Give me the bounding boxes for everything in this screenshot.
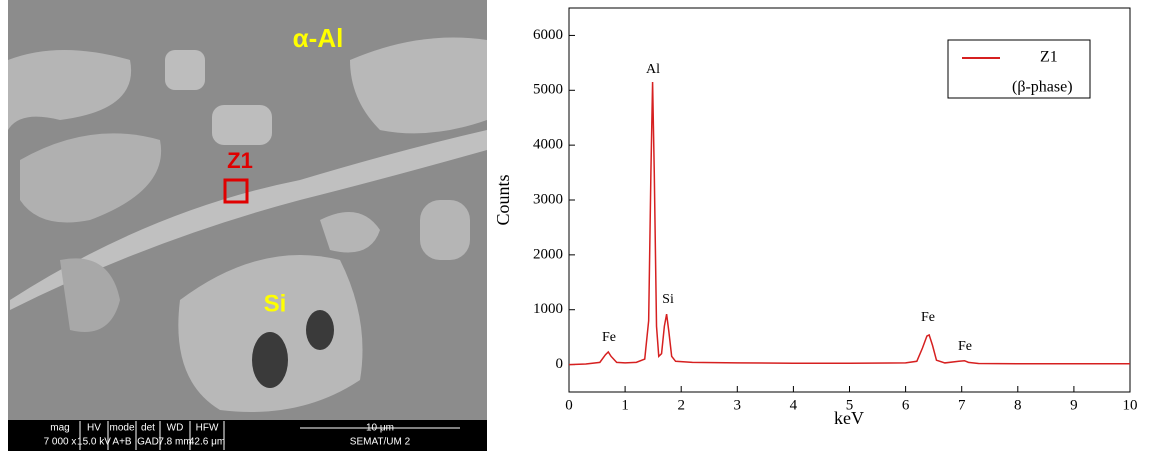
info-header: mode [109,423,134,434]
grain [350,37,487,134]
legend-note: (β-phase) [1012,79,1073,96]
peak-label: Si [662,292,674,307]
y-tick-label: 5000 [533,82,563,98]
grain [60,258,120,332]
peak-label: Fe [921,310,935,325]
info-header: mag [50,423,69,434]
y-axis-label: Counts [493,174,513,225]
info-header: HFW [196,423,219,434]
x-tick-label: 3 [734,397,742,413]
x-tick-label: 8 [1014,397,1022,413]
zone-box [223,178,249,204]
info-value: A+B [112,437,132,448]
info-value: 7 000 x [44,437,77,448]
x-axis-label: keV [834,408,864,428]
spectrum-line [568,82,1130,366]
x-tick-label: 0 [565,397,573,413]
grain [8,50,132,130]
y-tick-label: 2000 [533,246,563,262]
hole [252,332,288,388]
info-value: 42.6 μm [189,437,225,448]
x-tick-label: 4 [790,397,798,413]
grain [165,50,205,90]
peak-label: Al [646,62,660,77]
hole [306,310,334,350]
y-tick-label: 3000 [533,191,563,207]
x-tick-label: 7 [958,397,966,413]
peak-label: Fe [602,330,616,345]
x-tick-label: 5 [846,397,854,413]
y-tick-label: 6000 [533,27,563,43]
zone-label: Z1 [227,148,253,173]
x-tick-label: 10 [1123,397,1138,413]
info-header: HV [87,423,101,434]
info-value: 7.8 mm [158,437,191,448]
scale-label: 10 μm [366,423,394,434]
lab-label: SEMAT/UM 2 [350,437,411,448]
y-tick-label: 4000 [533,137,563,153]
grain [320,212,380,253]
sem-image: α-Al Z1 Si 10 μm SEMAT/UM 2 [8,0,487,451]
x-tick-label: 6 [902,397,910,413]
x-tick-label: 2 [677,397,685,413]
info-header: WD [167,423,184,434]
legend-label: Z1 [1040,49,1058,66]
grain [212,105,272,145]
phase-label: α-Al [293,23,344,53]
info-value: 15.0 kV [77,437,111,448]
grain [420,200,470,260]
info-value: GAD [137,437,159,448]
legend-box [947,39,1091,99]
x-tick-label: 9 [1070,397,1078,413]
info-bar [8,420,487,451]
y-tick-label: 0 [556,356,564,372]
y-tick-label: 1000 [533,301,563,317]
info-header: det [141,423,155,434]
chart: keV Counts Z1 (β-phase) [493,7,1131,428]
x-tick-label: 1 [621,397,629,413]
peak-label: Fe [958,339,972,354]
crack [10,130,487,310]
grain [20,133,162,223]
phase-label: Si [264,290,287,317]
